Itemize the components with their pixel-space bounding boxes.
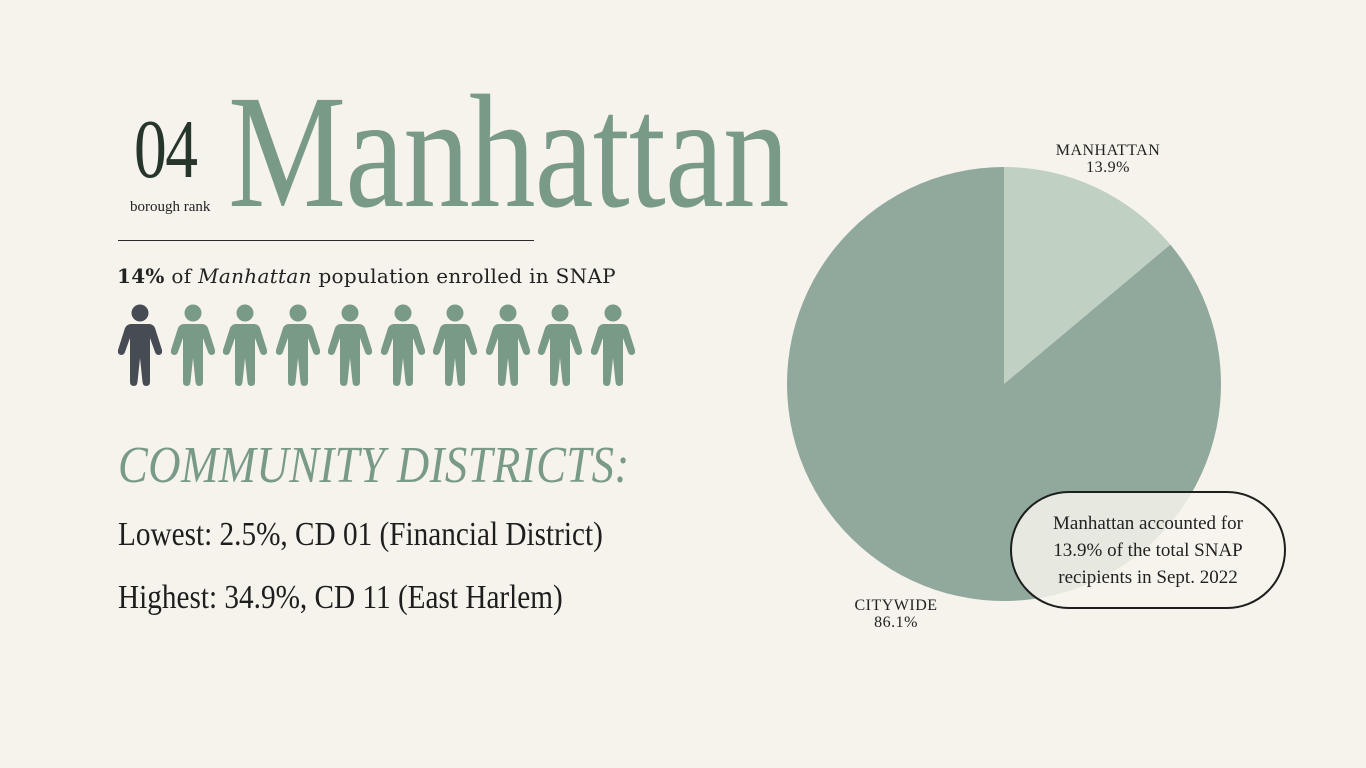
person-icon	[275, 304, 320, 386]
pie-label-manhattan: MANHATTAN 13.9%	[1048, 142, 1168, 176]
person-icon	[118, 304, 162, 386]
highest-district: Highest: 34.9%, CD 11 (East Harlem)	[118, 579, 563, 617]
pie-label-citywide: CITYWIDE 86.1%	[836, 597, 956, 631]
person-icon	[170, 304, 215, 386]
callout-text: Manhattan accounted for 13.9% of the tot…	[1053, 512, 1243, 588]
highest-label: Highest	[118, 579, 209, 616]
person-icon	[538, 304, 582, 386]
pie-slice-manhattan	[1004, 167, 1171, 384]
person-icon	[223, 304, 267, 386]
pie-label-manhattan-value: 13.9%	[1086, 159, 1130, 176]
enrollment-rest: population enrolled in SNAP	[311, 264, 616, 288]
pie-label-manhattan-name: MANHATTAN	[1055, 142, 1161, 159]
enrollment-of: of	[164, 264, 199, 288]
rank-number: 04	[134, 103, 198, 196]
person-icon	[380, 304, 425, 386]
rank-label: borough rank	[130, 199, 211, 215]
person-icon	[590, 304, 635, 386]
pie-label-citywide-name: CITYWIDE	[854, 597, 938, 614]
enrollment-percent: 14%	[117, 264, 165, 288]
person-icon	[328, 304, 372, 386]
community-districts-heading: COMMUNITY DISTRICTS:	[118, 437, 630, 494]
lowest-label: Lowest	[118, 516, 205, 553]
enrollment-borough: Manhattan	[198, 264, 312, 288]
person-icon	[485, 304, 530, 386]
population-icons	[118, 304, 635, 386]
borough-title: Manhattan	[228, 63, 790, 242]
person-icon	[433, 304, 477, 386]
lowest-district: Lowest: 2.5%, CD 01 (Financial District)	[118, 516, 603, 554]
divider	[118, 240, 534, 241]
lowest-value: : 2.5%, CD 01 (Financial District)	[204, 516, 603, 553]
highest-value: : 34.9%, CD 11 (East Harlem)	[208, 579, 563, 616]
pie-label-citywide-value: 86.1%	[874, 614, 918, 631]
callout-note: Manhattan accounted for 13.9% of the tot…	[1010, 491, 1286, 609]
enrollment-statement: 14% of Manhattan population enrolled in …	[117, 264, 616, 288]
